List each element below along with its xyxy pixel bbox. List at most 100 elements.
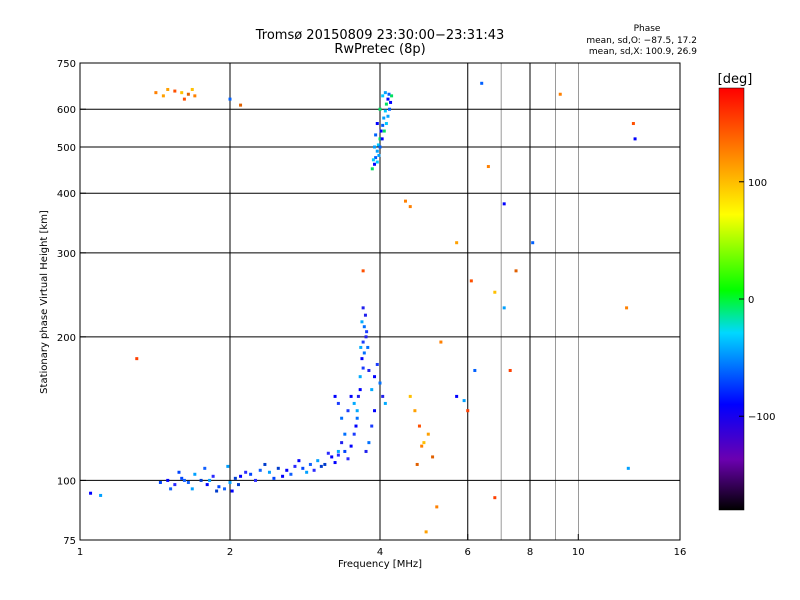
data-point: [154, 91, 158, 95]
y-tick-label: 75: [63, 536, 76, 547]
x-tick-label: 8: [527, 547, 533, 558]
x-tick-label: 4: [377, 547, 383, 558]
data-point: [190, 487, 194, 491]
data-point: [531, 241, 535, 245]
y-tick-label: 200: [57, 333, 76, 344]
data-point: [297, 459, 301, 463]
grid-lines: [80, 63, 680, 540]
data-point: [354, 424, 358, 428]
data-point: [258, 468, 262, 472]
data-point: [190, 87, 194, 91]
y-axis-ticks: 75 100 200 300 400 500 600 750: [57, 59, 86, 547]
x-tick-label: 16: [674, 547, 687, 558]
data-point: [161, 94, 165, 98]
data-point: [370, 388, 374, 392]
data-point: [323, 462, 327, 466]
data-point: [381, 123, 385, 127]
y-tick-label: 100: [57, 476, 76, 487]
data-point: [403, 199, 407, 203]
data-point: [205, 483, 209, 487]
data-point: [378, 137, 382, 141]
data-point: [199, 478, 203, 482]
data-point: [417, 424, 421, 428]
data-point: [375, 362, 379, 366]
data-point: [89, 491, 93, 495]
data-point: [336, 453, 340, 457]
data-point: [486, 165, 490, 169]
data-point: [381, 394, 385, 398]
data-point: [378, 107, 382, 111]
data-point: [349, 444, 353, 448]
data-point: [365, 330, 369, 334]
data-point: [340, 441, 344, 445]
data-point: [514, 269, 518, 273]
data-point: [312, 468, 316, 472]
data-point: [180, 91, 184, 95]
data-point: [426, 432, 430, 436]
data-point: [223, 487, 227, 491]
data-point: [625, 306, 629, 310]
data-point: [424, 530, 428, 534]
data-point: [633, 137, 637, 141]
data-point: [493, 496, 497, 500]
chart-title: Tromsø 20150809 23:30:00−23:31:43: [255, 28, 505, 43]
data-point: [330, 455, 334, 459]
data-point: [383, 109, 387, 113]
data-point: [362, 351, 366, 355]
data-point: [383, 401, 387, 405]
data-point: [382, 116, 386, 120]
data-point: [373, 375, 377, 379]
data-point: [193, 472, 197, 476]
data-point: [469, 279, 473, 283]
data-point: [215, 489, 219, 493]
data-point: [228, 97, 232, 101]
data-point: [364, 449, 368, 453]
data-point: [374, 156, 378, 160]
data-point: [363, 313, 367, 317]
data-point: [386, 114, 390, 118]
data-point: [236, 483, 240, 487]
y-axis-label: Stationary phase Virtual Height [km]: [39, 210, 50, 394]
data-point: [355, 409, 359, 413]
x-tick-label: 10: [572, 547, 585, 558]
data-point: [276, 466, 280, 470]
data-point: [249, 472, 253, 476]
data-point: [631, 122, 635, 126]
data-point: [253, 478, 257, 482]
data-point: [370, 424, 374, 428]
data-point: [360, 357, 364, 361]
data-point: [377, 153, 381, 157]
data-point: [508, 368, 512, 372]
data-point: [349, 394, 353, 398]
colorbar-tick-label: 0: [748, 295, 754, 306]
data-point: [466, 409, 470, 413]
data-point: [180, 476, 184, 480]
data-point: [390, 94, 394, 98]
data-point: [379, 129, 383, 133]
data-point: [285, 468, 289, 472]
data-point: [226, 464, 230, 468]
data-point: [375, 122, 379, 126]
data-point: [326, 451, 330, 455]
data-point: [356, 394, 360, 398]
data-point: [361, 269, 365, 273]
data-point: [367, 441, 371, 445]
data-point: [439, 340, 443, 344]
data-point: [384, 122, 388, 126]
data-point: [352, 401, 356, 405]
chart-subtitle: RwPretec (8p): [334, 42, 425, 57]
data-point: [455, 394, 459, 398]
data-point: [182, 478, 186, 482]
data-point: [388, 107, 392, 111]
y-tick-label: 600: [57, 105, 76, 116]
data-point: [361, 366, 365, 370]
data-point: [166, 478, 170, 482]
data-point: [346, 457, 350, 461]
y-tick-label: 750: [57, 59, 76, 70]
data-point: [301, 466, 305, 470]
data-point: [343, 449, 347, 453]
data-point: [352, 432, 356, 436]
data-point: [289, 472, 293, 476]
data-point: [376, 143, 380, 147]
data-point: [203, 466, 207, 470]
